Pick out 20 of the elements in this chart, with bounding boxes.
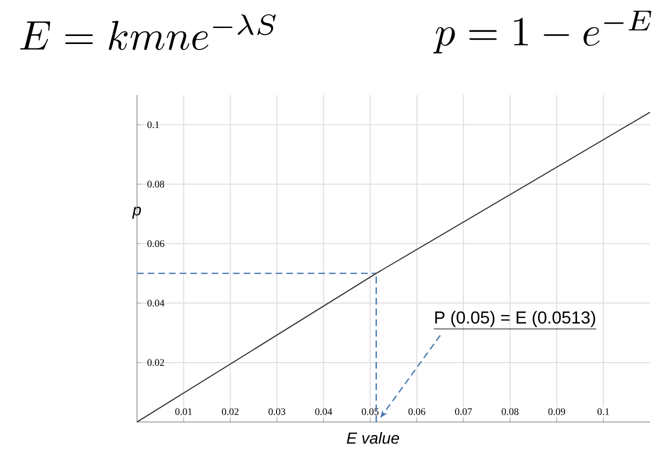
x-tick-label: 0.1 [597, 408, 610, 416]
y-tick-label: 0.1 [147, 121, 159, 128]
y-tick-label: 0.06 [147, 240, 164, 248]
annotation: P (0.05) = E (0.0513) [435, 310, 596, 328]
x-tick-label: 0.03 [268, 408, 286, 416]
y-tick-label: 0.04 [147, 300, 164, 306]
y-tick-label: 0.08 [147, 180, 164, 188]
x-tick-label: 0.02 [222, 408, 238, 416]
x-tick-label: 0.04 [315, 408, 332, 416]
y-axis-title: p [132, 206, 141, 219]
x-tick-label: 0.06 [408, 408, 426, 416]
x-tick-label: 0.07 [455, 408, 472, 416]
x-tick-label: 0.08 [502, 408, 518, 416]
y-tick-label: 0.02 [147, 359, 164, 366]
x-tick-label: 0.01 [175, 408, 192, 416]
text: $E = kmne^{-\lambda S}$ [20, 14, 276, 50]
text: $p=1-e^{-E}$ [433, 10, 652, 54]
x-tick-label: 0.09 [548, 408, 566, 416]
x-tick-label: 0.05 [362, 408, 379, 416]
x-axis-title: E value [346, 432, 400, 444]
